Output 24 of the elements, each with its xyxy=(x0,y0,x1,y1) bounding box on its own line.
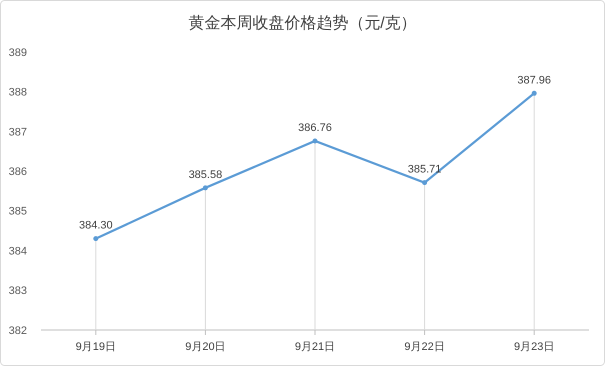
x-tick-label: 9月22日 xyxy=(404,341,445,353)
x-tick-label: 9月21日 xyxy=(294,341,336,353)
data-label: 387.96 xyxy=(517,74,552,86)
point xyxy=(532,90,537,96)
x-tick-label: 9月19日 xyxy=(76,341,116,353)
y-tick-label: 385 xyxy=(8,206,27,218)
point xyxy=(93,236,98,242)
y-tick-label: 386 xyxy=(8,166,27,178)
y-tick-label: 389 xyxy=(8,46,27,59)
data-label: 385.58 xyxy=(188,168,222,181)
y-tick-label: 388 xyxy=(8,86,27,99)
point xyxy=(202,185,208,190)
point xyxy=(422,180,428,186)
y-tick-label: 387 xyxy=(8,126,27,138)
data-label: 386.76 xyxy=(298,122,332,134)
x-tick-label: 9月20日 xyxy=(185,341,226,353)
chart-title: 黄金本周收盘价格趋势（元/克） xyxy=(188,14,417,32)
x-tick-label: 9月23日 xyxy=(514,341,554,353)
y-tick-label: 383 xyxy=(8,285,27,298)
data-label: 385.71 xyxy=(408,164,442,176)
point xyxy=(312,138,318,144)
y-tick-label: 382 xyxy=(8,324,27,337)
y-tick-label: 384 xyxy=(8,245,27,258)
data-label: 384.30 xyxy=(78,220,113,232)
